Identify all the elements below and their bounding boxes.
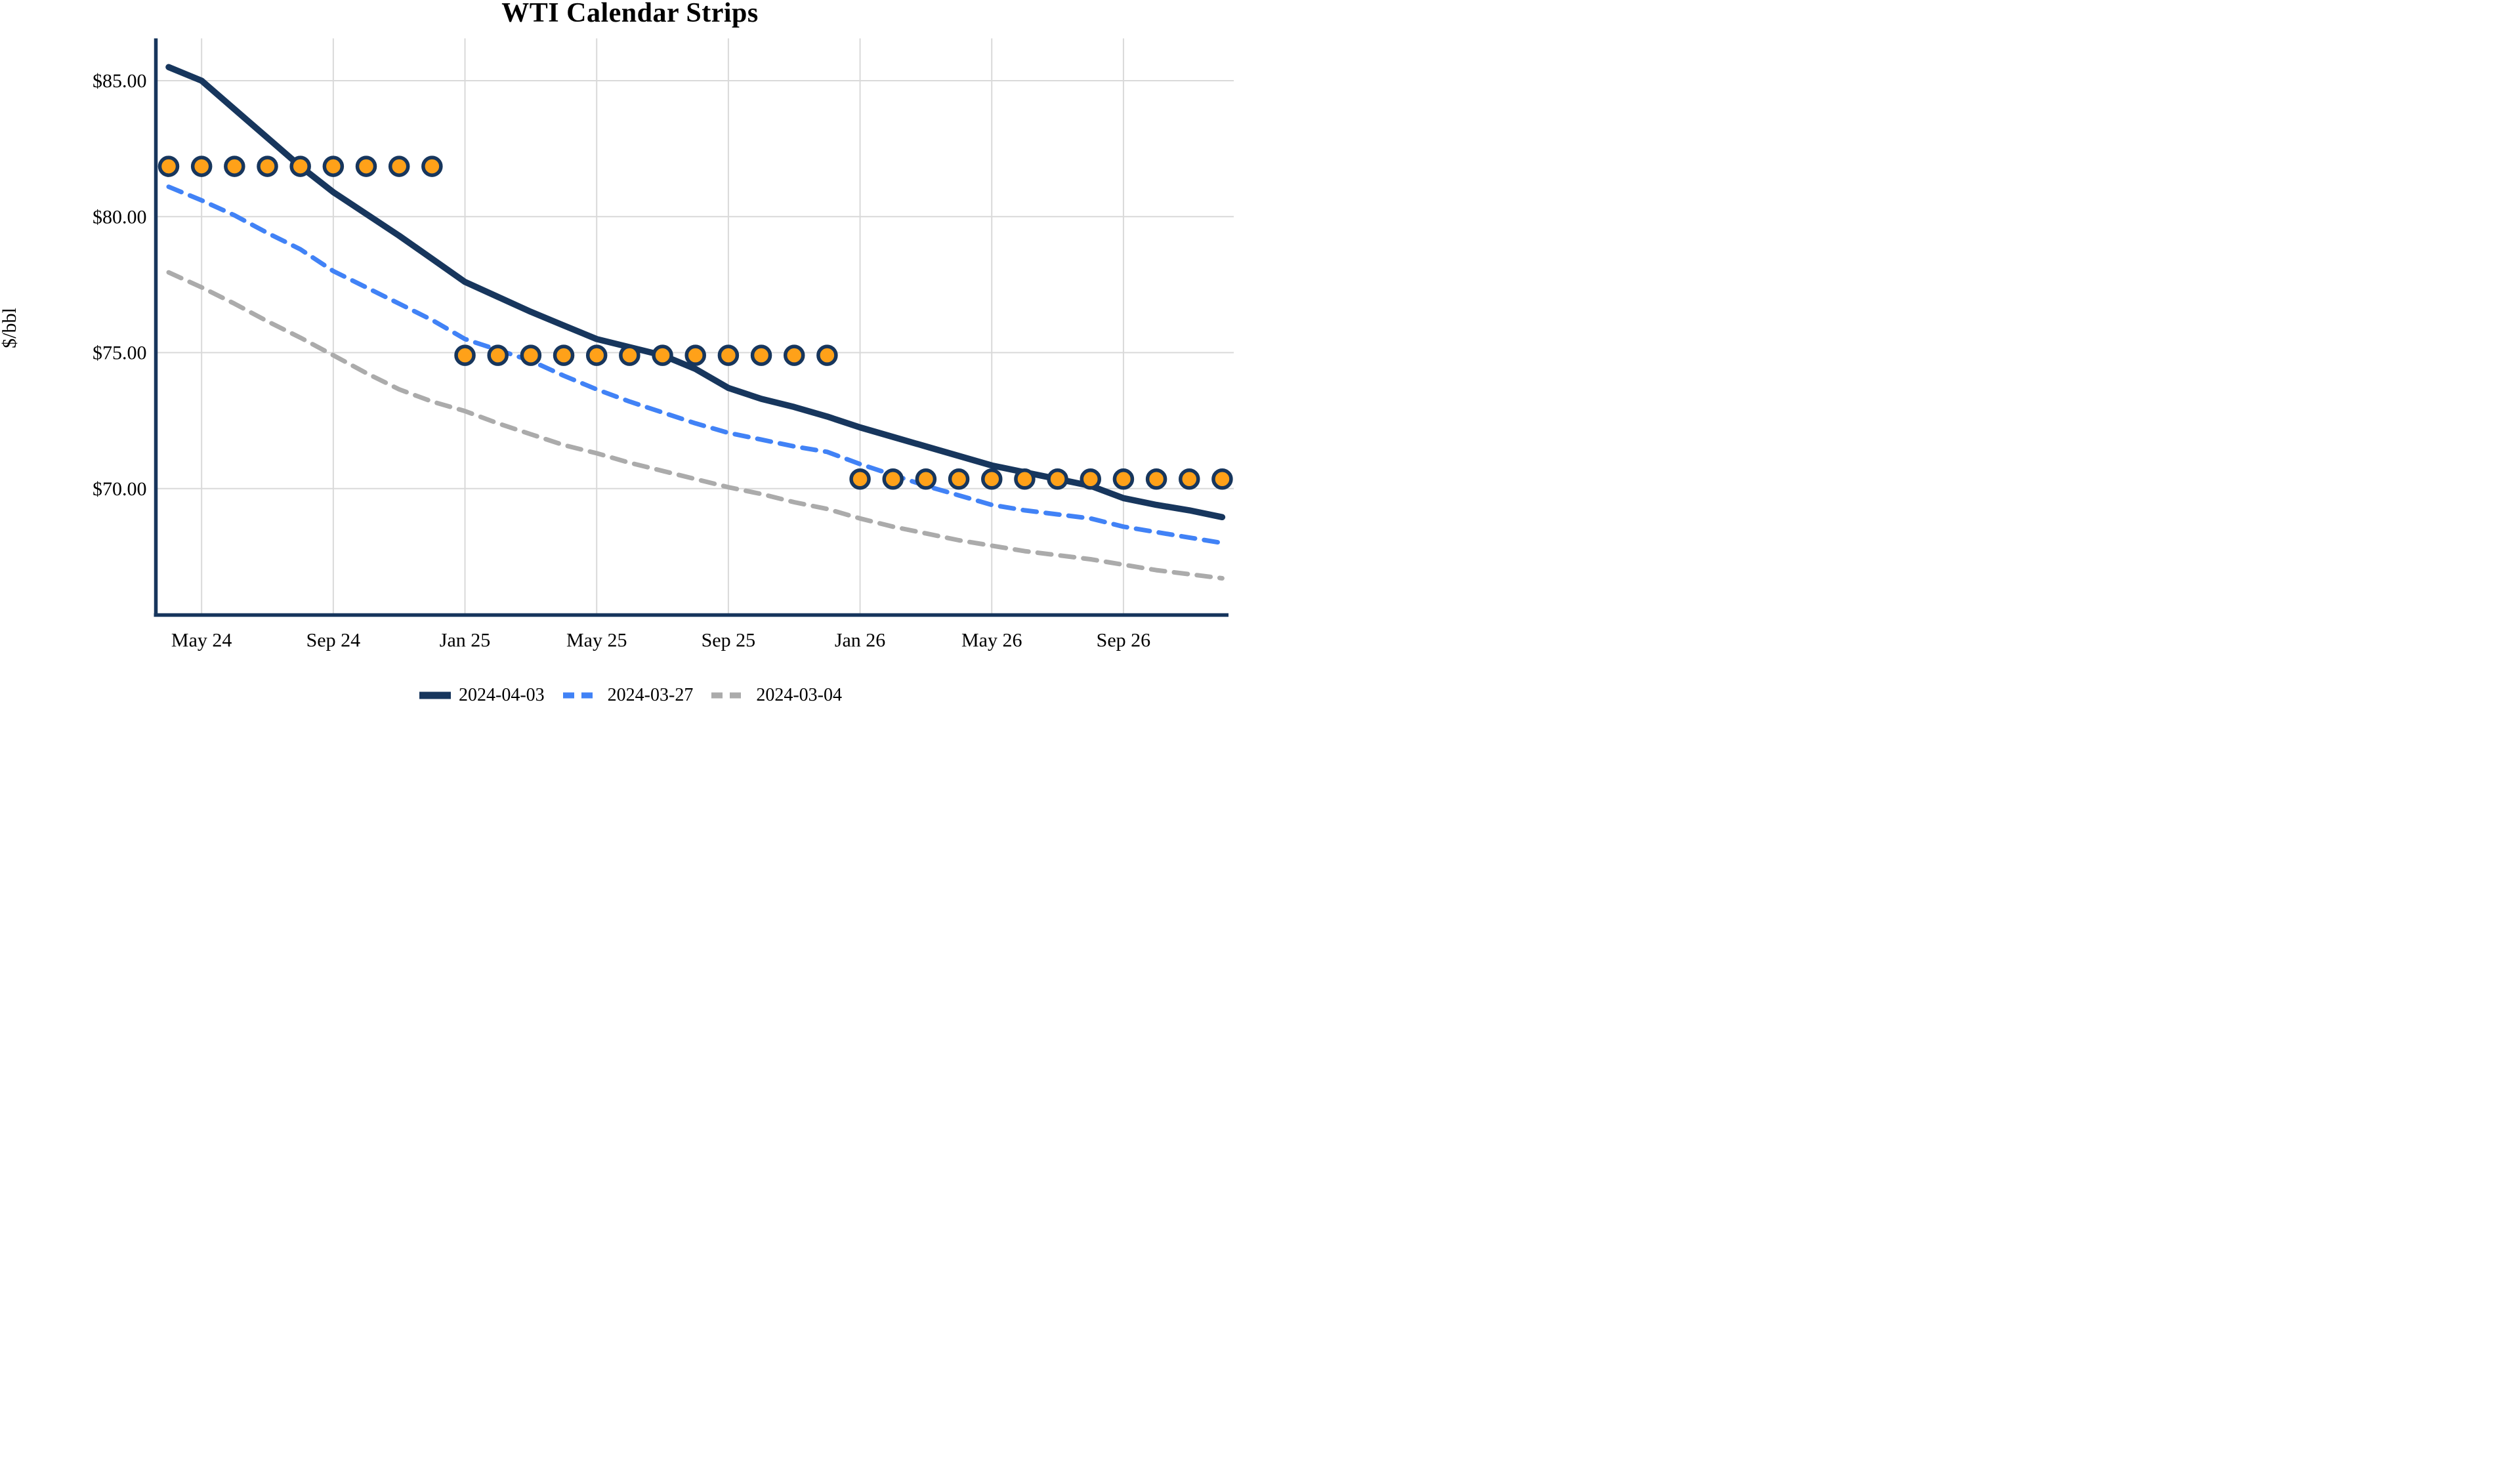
strip-dot-2025 (585, 344, 608, 366)
legend-item-2024-03-04: 2024-03-04 (710, 685, 842, 706)
strip-dot-2024 (388, 155, 410, 177)
strip-dot-2026 (1145, 468, 1167, 490)
legend-item-2024-03-27: 2024-03-27 (562, 685, 694, 706)
strip-dot-2025 (487, 344, 509, 366)
x-tick-label: Sep 25 (702, 630, 756, 651)
series-line-2024-03-27 (166, 184, 1225, 546)
x-tick-label: May 26 (961, 630, 1022, 651)
strip-dot-2024 (224, 155, 245, 177)
strip-dot-2026 (1112, 468, 1135, 490)
series-line-2024-04-03 (165, 64, 1226, 521)
strip-dot-2025 (684, 344, 706, 366)
strip-dot-2025 (652, 344, 673, 366)
strip-dot-2026 (948, 468, 970, 490)
y-tick-label: $75.00 (93, 342, 147, 364)
strip-dot-2026 (849, 468, 871, 490)
strip-dot-2026 (1014, 468, 1036, 490)
wti-calendar-strips-chart: $85.00 $80.00 $75.00 $70.00 May 24 Sep 24 Jan … (0, 0, 1260, 740)
legend-label: 2024-03-27 (607, 685, 694, 705)
x-tick-label: May 24 (171, 630, 232, 651)
strip-dot-2026 (1047, 468, 1068, 490)
gridlines (156, 38, 1234, 615)
strip-dot-2026 (981, 468, 1003, 490)
axes (154, 38, 1228, 617)
solid-line-swatch-icon (419, 691, 452, 699)
y-tick-label: $85.00 (93, 70, 147, 92)
x-tick-label: Jan 25 (440, 630, 491, 651)
strip-dot-2026 (1211, 468, 1233, 490)
x-tick-labels: May 24 Sep 24 Jan 25 May 25 Sep 25 Jan 26 May … (171, 630, 1150, 651)
strip-dot-2024 (421, 155, 443, 177)
strip-dot-2024 (322, 155, 345, 177)
strip-dot-2025 (520, 344, 542, 366)
strip-dot-2024 (190, 155, 213, 177)
strip-dot-2026 (1080, 468, 1102, 490)
strip-dot-2024 (355, 155, 377, 177)
strip-dot-2026 (882, 468, 904, 490)
strip-dot-2026 (1179, 468, 1200, 490)
strip-dot-2025 (816, 344, 838, 366)
strip-dot-2026 (915, 468, 937, 490)
dashed-line-swatch-icon (562, 692, 600, 699)
calendar-strip-averages (158, 155, 1233, 490)
plot-area: $85.00 $80.00 $75.00 $70.00 May 24 Sep 24 Jan … (93, 38, 1234, 651)
legend-item-2024-04-03: 2024-04-03 (418, 685, 545, 706)
strip-dot-2025 (750, 344, 772, 366)
x-tick-label: Sep 26 (1097, 630, 1151, 651)
strip-dot-2025 (619, 344, 640, 366)
legend: 2024-04-03 2024-03-27 2024-03-04 (0, 685, 1260, 706)
strip-dot-2024 (158, 155, 180, 177)
strip-dot-2025 (783, 344, 805, 366)
strip-dot-2025 (454, 344, 476, 366)
x-tick-label: Sep 24 (306, 630, 361, 651)
x-tick-label: May 25 (566, 630, 627, 651)
dashed-line-swatch-icon (711, 692, 749, 699)
chart-title: WTI Calendar Strips (501, 0, 759, 28)
legend-label: 2024-04-03 (459, 685, 545, 705)
y-tick-label: $80.00 (93, 206, 147, 228)
y-tick-labels: $85.00 $80.00 $75.00 $70.00 (93, 70, 147, 500)
series-line-2024-03-04 (166, 270, 1225, 581)
strip-dot-2024 (289, 155, 311, 177)
strip-dot-2025 (553, 344, 575, 366)
x-tick-label: Jan 26 (835, 630, 886, 651)
strip-dot-2024 (257, 155, 278, 177)
legend-label: 2024-03-04 (756, 685, 842, 705)
strip-dot-2025 (717, 344, 740, 366)
y-tick-label: $70.00 (93, 478, 147, 500)
